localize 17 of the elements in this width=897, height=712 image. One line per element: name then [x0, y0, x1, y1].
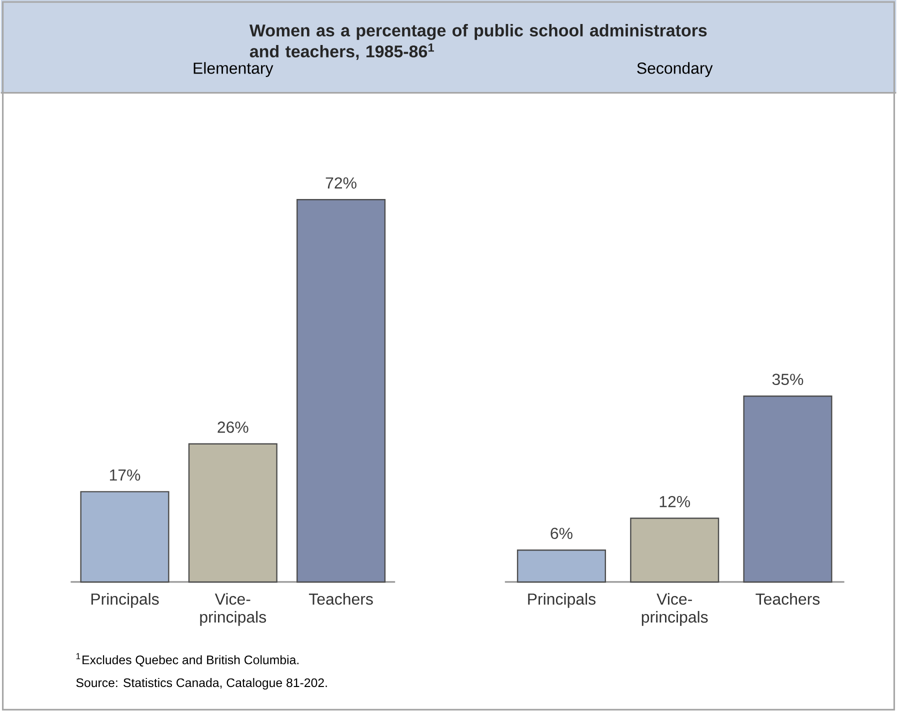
data-label: 26%: [218, 422, 248, 433]
source-note: Source: Statistics Canada, Catalogue 81-202.: [76, 678, 327, 690]
data-label: 35%: [772, 374, 804, 386]
data-label: 72%: [326, 177, 356, 189]
x-tick-label: Vice-principals: [642, 593, 708, 626]
chart-title: Secondary: [637, 62, 713, 78]
data-label: 6%: [550, 528, 572, 540]
x-tick-label: Teachers: [308, 593, 373, 605]
x-tick-label: Principals: [91, 593, 159, 608]
data-label: 17%: [110, 470, 140, 481]
data-label: 12%: [660, 496, 690, 508]
x-tick-label: Teachers: [756, 593, 820, 605]
text: Women as a percentage of public school administrators and teachers, 1985-86$^{1}$: [249, 24, 707, 60]
chart-title: Elementary: [194, 62, 274, 78]
x-tick-label: Vice-principals: [200, 593, 266, 626]
text: $^{1}$Excludes Quebec and British Columbia.: [76, 653, 298, 667]
x-tick-label: Principals: [528, 593, 596, 608]
